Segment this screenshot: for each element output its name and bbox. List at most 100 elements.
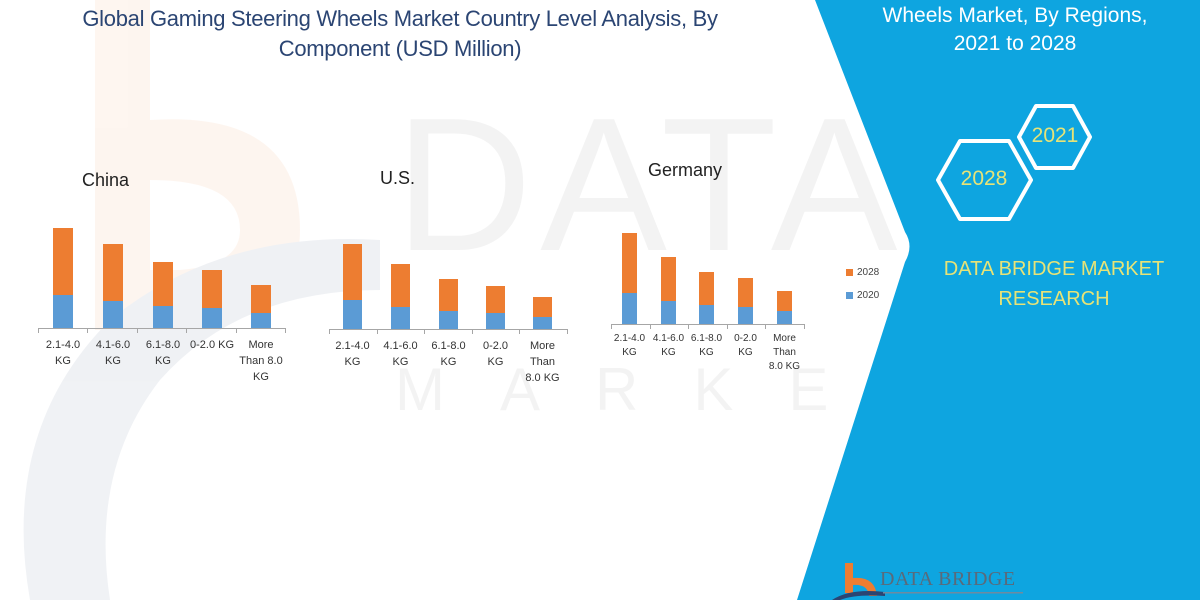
bar-segment-2020 <box>738 307 753 324</box>
panel-title-line-2: 2021 to 2028 <box>953 32 1077 55</box>
bar-segment-2028 <box>738 278 753 307</box>
page-title: Global Gaming Steering Wheels Market Cou… <box>0 4 800 64</box>
bar-segment-2028 <box>777 291 792 311</box>
bar-stack <box>622 233 637 324</box>
bar-stack <box>738 278 753 324</box>
legend-item-2028: 2028 <box>846 267 879 278</box>
bar-segment-2020 <box>251 313 271 328</box>
x-axis-label: 2.1-4.0 KG <box>335 340 370 368</box>
bar-segment-2028 <box>486 286 505 313</box>
x-axis-label: 6.1-8.0 KG <box>690 333 723 358</box>
chart-title: Germany <box>648 160 723 180</box>
hex-label-2021: 2021 <box>1031 124 1079 147</box>
title-line-2: Component (USD Million) <box>278 36 522 61</box>
chart-title: U.S. <box>380 168 416 188</box>
x-axis <box>611 324 804 325</box>
panel-title-line-1: Wheels Market, By Regions, <box>882 4 1148 27</box>
x-axis-label: More Than 8.0 KG <box>768 333 801 372</box>
x-axis-label: 2.1-4.0 KG <box>45 339 81 367</box>
bar-stack <box>153 262 173 328</box>
x-axis-label: 2.1-4.0 KG <box>613 333 646 358</box>
axis-tick <box>424 329 425 334</box>
x-axis <box>38 328 285 329</box>
axis-tick <box>285 328 286 333</box>
chart-title: China <box>82 170 130 190</box>
bar-stack <box>533 297 552 329</box>
x-axis-label: 4.1-6.0 KG <box>95 339 131 367</box>
brand-text: DATA BRIDGE MARKET RESEARCH <box>920 254 1188 314</box>
axis-tick <box>329 329 330 334</box>
bar-segment-2020 <box>202 308 222 328</box>
bar-stack <box>103 244 123 328</box>
bar-segment-2020 <box>103 301 123 328</box>
bar-stack <box>777 291 792 324</box>
legend-swatch-2028-icon <box>846 269 853 276</box>
bar-segment-2020 <box>486 313 505 329</box>
axis-tick <box>804 324 805 329</box>
x-axis-label: More Than 8.0 KG <box>239 339 283 383</box>
x-axis-label: 4.1-6.0 KG <box>383 340 418 368</box>
bar-stack <box>486 286 505 329</box>
legend-item-2020: 2020 <box>846 290 879 301</box>
panel-title: Wheels Market, By Regions, 2021 to 2028 <box>830 2 1200 58</box>
x-axis-label: 6.1-8.0 KG <box>145 339 181 367</box>
bar-segment-2028 <box>533 297 552 317</box>
axis-tick <box>186 328 187 333</box>
axis-tick <box>377 329 378 334</box>
bar-segment-2020 <box>661 301 676 324</box>
axis-tick <box>727 324 728 329</box>
bar-stack <box>202 270 222 328</box>
data-bridge-logo-icon <box>832 563 1023 600</box>
axis-tick <box>472 329 473 334</box>
hexagon-2021-icon <box>1017 104 1092 170</box>
axis-tick <box>137 328 138 333</box>
brand-line-1: DATA BRIDGE MARKET <box>943 258 1165 280</box>
x-axis-label: More Than 8.0 KG <box>525 340 560 384</box>
bar-segment-2020 <box>343 300 362 329</box>
axis-tick <box>38 328 39 333</box>
bar-stack <box>661 257 676 324</box>
axis-tick <box>765 324 766 329</box>
bar-segment-2028 <box>439 279 458 311</box>
bar-segment-2028 <box>661 257 676 301</box>
bar-segment-2020 <box>53 295 73 328</box>
logo-text: DATA BRIDGE <box>880 568 1016 590</box>
axis-tick <box>650 324 651 329</box>
x-axis-label: 0-2.0 KG <box>189 339 235 351</box>
bar-stack <box>343 244 362 329</box>
x-axis <box>329 329 567 330</box>
bar-segment-2028 <box>103 244 123 301</box>
bar-stack <box>251 285 271 328</box>
bar-segment-2028 <box>251 285 271 313</box>
axis-tick <box>87 328 88 333</box>
legend-label: 2020 <box>857 290 880 301</box>
x-axis-label: 4.1-6.0 KG <box>652 333 685 358</box>
bar-stack <box>391 264 410 329</box>
legend-label: 2028 <box>857 267 880 278</box>
brand-line-2: RESEARCH <box>998 288 1110 310</box>
x-axis-label: 0-2.0 KG <box>734 333 757 358</box>
bar-segment-2020 <box>777 311 792 324</box>
bar-stack <box>53 228 73 328</box>
x-axis-label: 0-2.0 KG <box>482 340 509 368</box>
bar-stack <box>699 272 714 324</box>
hexagon-2028-icon <box>936 139 1033 221</box>
bar-segment-2028 <box>153 262 173 306</box>
bar-segment-2020 <box>153 306 173 328</box>
axis-tick <box>519 329 520 334</box>
bar-segment-2028 <box>391 264 410 307</box>
title-line-1: Global Gaming Steering Wheels Market Cou… <box>82 6 718 31</box>
bar-segment-2020 <box>622 293 637 324</box>
bar-segment-2028 <box>699 272 714 305</box>
hex-label-2028: 2028 <box>960 167 1008 190</box>
x-axis-label: 6.1-8.0 KG <box>431 340 466 368</box>
bar-stack <box>439 279 458 329</box>
axis-tick <box>611 324 612 329</box>
axis-tick <box>688 324 689 329</box>
blue-panel <box>797 0 1200 600</box>
axis-tick <box>567 329 568 334</box>
bar-segment-2028 <box>622 233 637 293</box>
legend-swatch-2020-icon <box>846 292 853 299</box>
bar-segment-2028 <box>53 228 73 295</box>
